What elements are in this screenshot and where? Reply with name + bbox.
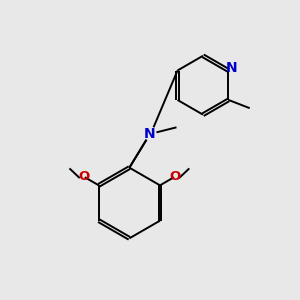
- Text: N: N: [144, 127, 156, 141]
- Text: N: N: [226, 61, 238, 75]
- Text: O: O: [78, 170, 89, 183]
- Text: O: O: [169, 170, 181, 183]
